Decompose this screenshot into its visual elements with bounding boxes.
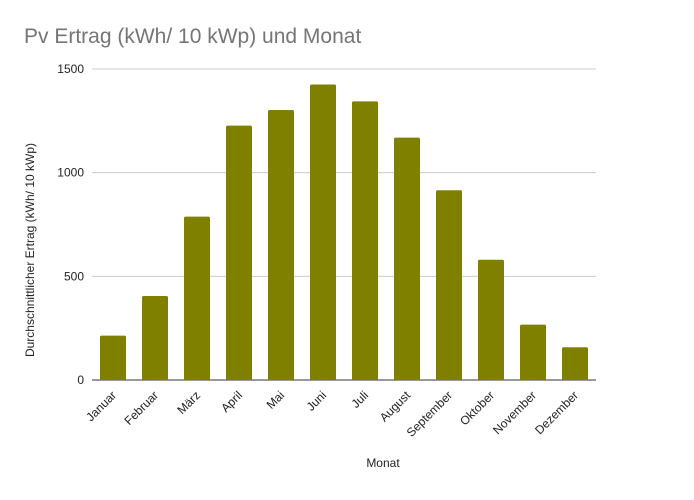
x-tick-label: April (218, 388, 245, 415)
x-tick-label: Dezember (532, 388, 581, 437)
x-tick-label: Mai (264, 388, 288, 412)
y-tick-label: 500 (64, 269, 84, 283)
chart-title: Pv Ertrag (kWh/ 10 kWp) und Monat (24, 25, 361, 48)
x-tick-label: Januar (83, 388, 119, 424)
bar-april (226, 125, 252, 381)
x-tick-label: Juli (348, 388, 371, 411)
x-axis-label: Monat (366, 456, 400, 470)
bar-oktober (478, 259, 504, 380)
bar-september (436, 190, 462, 380)
x-tick-label: August (377, 388, 414, 425)
x-tick-label: Oktober (457, 388, 497, 428)
bar-januar (100, 335, 126, 380)
y-tick-label: 1500 (57, 62, 84, 76)
bar-dezember (562, 347, 588, 380)
y-tick-label: 0 (77, 373, 84, 387)
x-tick-label: September (404, 388, 455, 439)
bar-mai (268, 110, 294, 380)
y-axis-label: Durchschnittlicher Ertrag (kWh/ 10 kWp) (23, 143, 37, 357)
y-tick-label: 1000 (57, 166, 84, 180)
x-tick-label: März (174, 388, 203, 417)
bar-juli (352, 101, 378, 381)
x-tick-label: Februar (122, 388, 162, 428)
bar-februar (142, 296, 168, 380)
bar-november (520, 324, 546, 380)
bar-august (394, 137, 420, 380)
bar-juni (310, 84, 336, 381)
bar-märz (184, 216, 210, 380)
x-tick-label: Juni (304, 388, 329, 413)
x-tick-label: November (490, 388, 539, 437)
